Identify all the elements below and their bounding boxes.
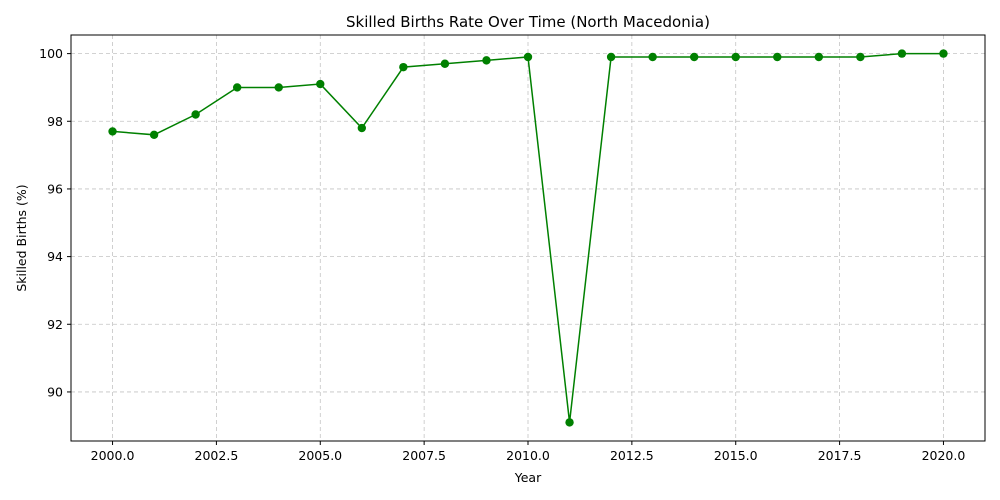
- data-point: [357, 123, 367, 133]
- x-tick-label: 2015.0: [714, 448, 758, 463]
- data-point: [897, 49, 907, 58]
- chart-title: Skilled Births Rate Over Time (North Mac…: [346, 13, 710, 31]
- y-axis-label: Skilled Births (%): [14, 184, 29, 291]
- data-point: [191, 110, 200, 119]
- x-axis-ticks: 2000.0 2002.5 2005.0 2007.5 2010.0 2012.5 2015…: [91, 441, 966, 463]
- data-point: [523, 52, 533, 62]
- data-point: [648, 52, 657, 62]
- x-tick-label: 2010.0: [506, 448, 550, 463]
- data-point: [731, 52, 740, 62]
- data-point: [440, 59, 450, 68]
- data-point: [108, 127, 117, 136]
- data-point: [856, 52, 865, 62]
- x-tick-label: 2005.0: [298, 448, 342, 463]
- data-point: [149, 130, 159, 140]
- data-point: [482, 56, 491, 65]
- data-point: [232, 83, 242, 92]
- y-tick-label: 100: [39, 46, 63, 61]
- grid: [71, 35, 985, 441]
- y-tick-label: 90: [47, 384, 63, 399]
- x-tick-label: 2007.5: [402, 448, 446, 463]
- data-point: [399, 62, 408, 72]
- data-point: [773, 52, 782, 62]
- data-point: [689, 52, 699, 62]
- data-point: [565, 418, 574, 427]
- y-tick-label: 92: [47, 317, 63, 332]
- x-tick-label: 2000.0: [91, 448, 135, 463]
- data-point: [274, 83, 283, 92]
- data-point: [939, 49, 948, 58]
- x-tick-label: 2012.5: [610, 448, 654, 463]
- data-point: [814, 52, 824, 62]
- y-tick-label: 98: [47, 114, 63, 129]
- data-point: [316, 79, 325, 89]
- x-tick-label: 2017.5: [818, 448, 862, 463]
- data-points: [108, 49, 948, 427]
- y-tick-label: 94: [47, 249, 63, 264]
- x-tick-label: 2020.0: [922, 448, 966, 463]
- data-point: [606, 52, 616, 62]
- y-tick-label: 96: [47, 181, 63, 196]
- y-axis-ticks: 90 92 94 96 98 100: [39, 46, 71, 399]
- x-axis-label: Year: [514, 470, 542, 485]
- x-tick-label: 2002.5: [195, 448, 239, 463]
